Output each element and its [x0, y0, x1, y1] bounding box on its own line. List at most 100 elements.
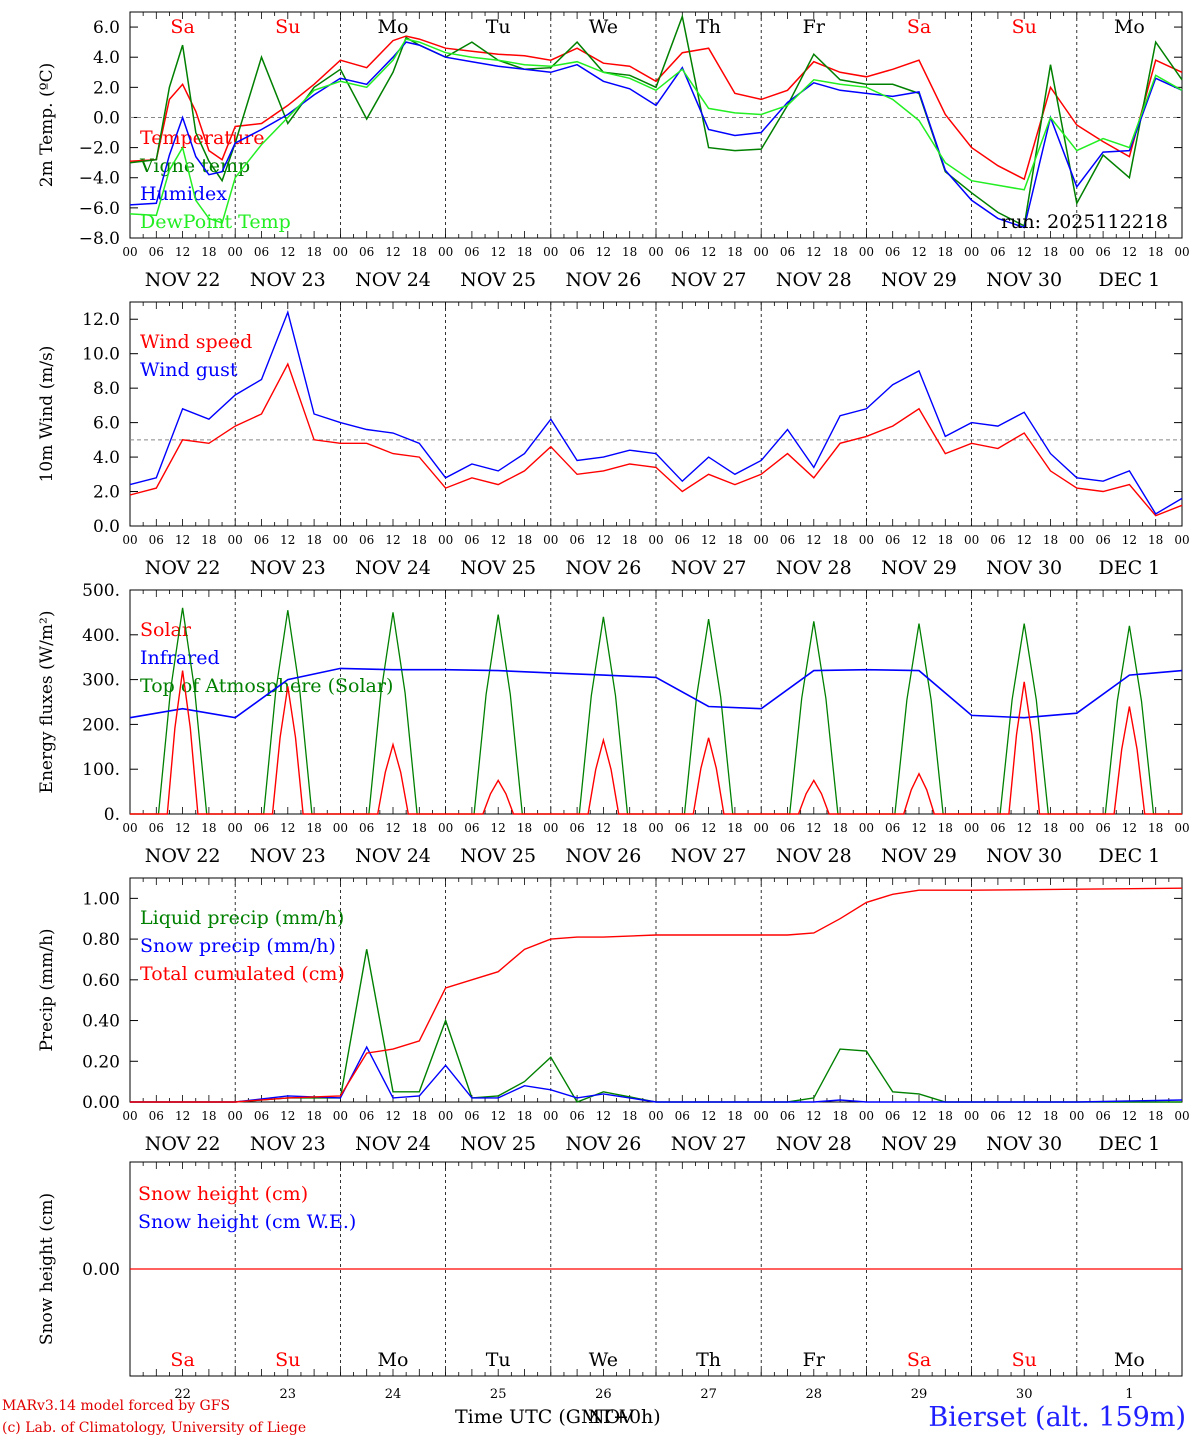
hour-tick-label: 12	[175, 245, 190, 259]
hour-tick-label: 12	[1017, 821, 1032, 835]
date-label: NOV 24	[355, 269, 431, 291]
y-tick-label: 2.0	[93, 483, 120, 503]
y-tick-label: 300.	[82, 671, 120, 691]
day-number: 22	[174, 1387, 191, 1402]
hour-tick-label: 00	[228, 245, 243, 259]
hour-tick-label: 18	[1043, 533, 1058, 547]
precip-series-line	[130, 887, 1183, 1103]
legend-entry: DewPoint Temp	[140, 211, 291, 233]
y-tick-label: 0.00	[82, 1093, 120, 1113]
hour-tick-label: 18	[727, 533, 742, 547]
y-tick-label: 6.0	[93, 18, 120, 38]
date-label: NOV 28	[776, 845, 852, 867]
hour-tick-label: 00	[438, 821, 453, 835]
hour-tick-label: 06	[149, 245, 164, 259]
hour-tick-label: 12	[280, 1109, 295, 1123]
date-label: NOV 22	[145, 269, 221, 291]
hour-tick-label: 12	[385, 1109, 400, 1123]
hour-tick-label: 12	[596, 245, 611, 259]
hour-tick-label: 00	[228, 821, 243, 835]
y-axis-title: 10m Wind (m/s)	[37, 346, 57, 483]
hour-tick-label: 12	[175, 821, 190, 835]
hour-tick-label: 18	[306, 533, 321, 547]
hour-tick-label: 18	[517, 821, 532, 835]
legend-entry: Top of Atmosphere (Solar)	[140, 675, 393, 697]
hour-tick-label: 12	[911, 821, 926, 835]
hour-tick-label: 18	[412, 1109, 427, 1123]
hour-tick-label: 06	[569, 533, 584, 547]
hour-tick-label: 12	[806, 533, 821, 547]
date-label: NOV 29	[881, 845, 957, 867]
day-number: 27	[700, 1387, 717, 1402]
legend-entry: Snow height (cm)	[138, 1183, 308, 1205]
hour-tick-label: 12	[280, 245, 295, 259]
solar-line	[130, 670, 1182, 815]
hour-tick-label: 12	[701, 533, 716, 547]
hour-tick-label: 06	[885, 533, 900, 547]
date-label: NOV 26	[565, 1133, 641, 1155]
hour-tick-label: 06	[990, 821, 1005, 835]
hour-tick-label: 18	[306, 1109, 321, 1123]
hour-tick-label: 06	[359, 245, 374, 259]
hour-tick-label: 00	[964, 1109, 979, 1123]
hour-tick-label: 06	[1095, 245, 1110, 259]
hour-tick-label: 12	[1017, 245, 1032, 259]
hour-tick-label: 12	[596, 533, 611, 547]
hour-tick-label: 12	[701, 245, 716, 259]
day-label-top: Th	[696, 16, 721, 38]
date-label: DEC 1	[1099, 269, 1161, 291]
hour-tick-label: 18	[938, 1109, 953, 1123]
date-label: NOV 28	[776, 269, 852, 291]
hour-tick-label: 00	[648, 1109, 663, 1123]
hour-tick-label: 12	[701, 1109, 716, 1123]
hour-tick-label: 00	[648, 821, 663, 835]
hour-tick-label: 06	[1095, 1109, 1110, 1123]
date-label: NOV 23	[250, 845, 326, 867]
hour-tick-label: 12	[491, 821, 506, 835]
hour-tick-label: 06	[359, 533, 374, 547]
hour-tick-label: 00	[333, 533, 348, 547]
day-label-top: Su	[275, 16, 300, 38]
day-label-bottom: Sa	[170, 1349, 194, 1371]
run-annotation: run: 2025112218	[1001, 211, 1168, 233]
hour-tick-label: 00	[122, 245, 137, 259]
hour-tick-label: 00	[543, 533, 558, 547]
day-label-top: Sa	[170, 16, 194, 38]
hour-tick-label: 06	[1095, 533, 1110, 547]
temp-series-line	[129, 38, 1183, 224]
hour-tick-label: 18	[832, 533, 847, 547]
hour-tick-label: 18	[201, 1109, 216, 1123]
hour-tick-label: 00	[438, 533, 453, 547]
hour-tick-label: 06	[149, 1109, 164, 1123]
day-label-bottom: Su	[1012, 1349, 1037, 1371]
hour-tick-label: 12	[911, 1109, 926, 1123]
legend-entry: Total cumulated (cm)	[140, 963, 345, 985]
temp-series-line	[129, 35, 1183, 181]
hour-tick-label: 00	[333, 821, 348, 835]
hour-tick-label: 12	[491, 1109, 506, 1123]
hour-tick-label: 00	[964, 533, 979, 547]
hour-tick-label: 18	[727, 1109, 742, 1123]
day-number: 1	[1125, 1387, 1133, 1402]
hour-tick-label: 06	[885, 245, 900, 259]
hour-tick-label: 12	[806, 821, 821, 835]
y-tick-label: 200.	[82, 715, 120, 735]
hour-tick-label: 18	[1148, 533, 1163, 547]
date-label: NOV 22	[145, 845, 221, 867]
y-tick-label: 100.	[82, 760, 120, 780]
hour-tick-label: 00	[648, 245, 663, 259]
hour-tick-label: 00	[1069, 245, 1084, 259]
wind-series-line	[129, 362, 1183, 517]
hour-tick-label: 12	[385, 821, 400, 835]
hour-tick-label: 06	[780, 533, 795, 547]
hour-tick-label: 00	[754, 821, 769, 835]
hour-tick-label: 18	[938, 533, 953, 547]
hour-tick-label: 18	[412, 245, 427, 259]
y-tick-label: 4.0	[93, 448, 120, 468]
date-label: NOV 29	[881, 1133, 957, 1155]
hour-tick-label: 06	[254, 245, 269, 259]
hour-tick-label: 00	[1174, 245, 1189, 259]
hour-tick-label: 00	[438, 1109, 453, 1123]
y-tick-label: 2.0	[93, 78, 120, 98]
y-tick-label: 0.	[104, 805, 120, 825]
